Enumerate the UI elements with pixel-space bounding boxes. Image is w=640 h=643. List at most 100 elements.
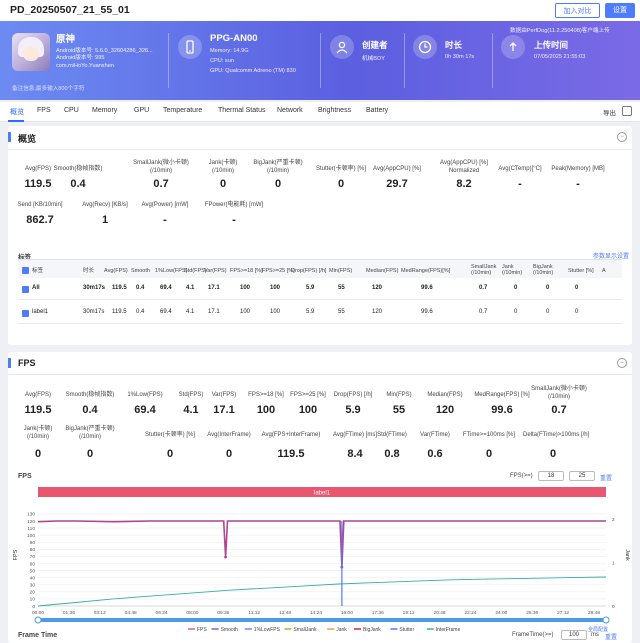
row-checkbox[interactable] xyxy=(22,286,29,293)
column-settings-link[interactable]: 参数显示设置 xyxy=(593,254,630,260)
legend-item[interactable]: Stutter xyxy=(399,627,414,633)
metric-value: 0.8 xyxy=(384,448,400,460)
metric-label: Peak(Memory) [MB] xyxy=(551,166,605,172)
table-cell: All xyxy=(32,285,40,291)
fps-drop-point[interactable] xyxy=(224,555,227,559)
upload-source: 数据由PerfDog(11.2.250408)客户端上传 xyxy=(510,28,610,34)
table-cell: 99.6 xyxy=(421,285,433,291)
duration-label: 时长 xyxy=(445,40,463,50)
metric-label: BigJank(严重卡顿) (/10min) xyxy=(65,426,115,440)
table-header-cell[interactable]: Drop(FPS) [/h] xyxy=(291,268,327,274)
metric-value: 0 xyxy=(337,178,345,190)
range-handle-end[interactable] xyxy=(602,616,610,624)
metric-value: - xyxy=(163,214,167,226)
table-header-cell[interactable]: Stutter [%] xyxy=(568,268,594,274)
legend-item[interactable]: Jank xyxy=(336,627,347,633)
tab-overview[interactable]: 概览 xyxy=(10,109,24,116)
x-tick-label: 08:00 xyxy=(186,610,198,616)
divider xyxy=(8,374,632,375)
fps-reset-button[interactable]: 重置 xyxy=(600,476,613,482)
summary-banner: 原神 Android版本号: 5.6.0_32604286_326... And… xyxy=(0,21,640,100)
metric-label: Std(FTime) xyxy=(377,432,407,438)
table-cell: 0 xyxy=(514,285,518,291)
fps-chart[interactable]: label10102030405060708090100110120130FPS… xyxy=(8,484,632,634)
table-header-cell[interactable]: Smooth xyxy=(131,268,150,274)
table-cell: 69.4 xyxy=(160,285,172,291)
metric-value: - xyxy=(232,214,236,226)
note-input[interactable]: 备注信息,最多输入800个字符 xyxy=(12,86,85,92)
range-handle-start[interactable] xyxy=(34,616,42,624)
tab-brightness[interactable]: Brightness xyxy=(318,107,352,114)
fps-threshold-input-1[interactable]: 18 xyxy=(538,471,564,481)
y-tick-label: 130 xyxy=(27,512,35,518)
right-tick-label: 0 xyxy=(612,604,615,610)
table-header-cell[interactable]: Median(FPS) xyxy=(366,268,399,274)
select-all-checkbox[interactable] xyxy=(22,267,29,274)
global-config-link[interactable]: 全局配置 xyxy=(588,626,608,633)
settings-button[interactable]: 设置 xyxy=(605,3,635,18)
upload-label: 上传时间 xyxy=(534,40,569,50)
table-header-cell[interactable]: SmallJank (/10min) xyxy=(471,264,497,276)
tab-network[interactable]: Network xyxy=(277,107,303,114)
tab-fps[interactable]: FPS xyxy=(37,107,51,114)
legend-item[interactable]: 1%LowFPS xyxy=(254,627,281,633)
tab-temperature[interactable]: Temperature xyxy=(163,107,203,114)
metric-value: 119.5 xyxy=(24,178,52,190)
label-band[interactable] xyxy=(38,487,606,497)
tab-memory[interactable]: Memory xyxy=(92,107,118,114)
metric-label: Avg(CTemp)[°C] xyxy=(498,166,542,172)
table-cell: 100 xyxy=(240,285,251,291)
metric-label: Avg(FPS) xyxy=(25,166,51,172)
table-header-cell[interactable]: Min(FPS) xyxy=(329,268,353,274)
x-tick-label: 17:36 xyxy=(372,610,384,616)
right-axis-label: Jank xyxy=(624,549,630,561)
metric-value: 120 xyxy=(435,404,455,416)
table-cell: 120 xyxy=(372,309,383,315)
frametime-reset-button[interactable]: 重置 xyxy=(605,635,618,641)
x-tick-label: 22:24 xyxy=(464,610,476,616)
series-interframe-line xyxy=(37,576,607,607)
legend-item[interactable]: FPS xyxy=(197,627,207,633)
table-header-cell[interactable]: A xyxy=(602,268,606,274)
add-compare-button[interactable]: 加入对比 xyxy=(555,3,600,18)
metric-label: Avg(AppCPU) [%] Normalized xyxy=(440,160,488,174)
x-tick-label: 19:12 xyxy=(403,610,415,616)
table-header-cell[interactable]: Var(FPS) xyxy=(204,268,227,274)
table-cell: 99.6 xyxy=(421,309,433,315)
collapse-icon[interactable]: − xyxy=(617,132,627,142)
table-header-cell[interactable]: Jank (/10min) xyxy=(502,264,523,276)
range-slider[interactable] xyxy=(38,618,606,622)
legend-item[interactable]: Smooth xyxy=(221,627,238,633)
table-cell: 119.5 xyxy=(112,285,127,291)
table-header-cell[interactable]: 时长 xyxy=(83,268,95,274)
legend-item[interactable]: BigJank xyxy=(363,627,381,633)
section-marker xyxy=(8,358,11,368)
fps-threshold-input-2[interactable]: 25 xyxy=(569,471,595,481)
table-header-cell[interactable]: MedRange(FPS)[%] xyxy=(401,268,451,274)
metric-label: FPS>=18 [%] xyxy=(248,392,284,398)
metric-label: Var(FTime) xyxy=(420,432,450,438)
legend-item[interactable]: InterFrame xyxy=(436,627,461,633)
table-header-cell[interactable]: BigJank (/10min) xyxy=(533,264,554,276)
x-tick-label: 12:48 xyxy=(279,610,291,616)
table-header-cell[interactable]: Avg(FPS) xyxy=(104,268,128,274)
legend-item[interactable]: SmallJank xyxy=(293,627,317,633)
collapse-icon[interactable]: − xyxy=(617,358,627,368)
export-button[interactable]: 导出 xyxy=(603,110,616,117)
table-header-cell[interactable]: FPS>=18 [%] xyxy=(230,268,263,274)
table-cell: 0 xyxy=(514,309,518,315)
table-header-cell[interactable]: 标签 xyxy=(32,268,44,274)
table-header-cell[interactable]: 1%Low(FPS) xyxy=(155,268,188,274)
table-header-cell[interactable]: Std(FPS) xyxy=(184,268,207,274)
frametime-threshold-input[interactable]: 100 xyxy=(561,630,587,640)
metric-label: Median(FPS) xyxy=(427,392,463,398)
row-checkbox[interactable] xyxy=(22,310,29,317)
tab-thermal-status[interactable]: Thermal Status xyxy=(218,107,266,114)
tab-battery[interactable]: Battery xyxy=(366,107,389,114)
y-tick-label: 20 xyxy=(30,590,36,596)
metric-label: SmallJank(微小卡顿) (/10min) xyxy=(531,386,587,400)
tab-gpu[interactable]: GPU xyxy=(134,107,150,114)
table-header-cell[interactable]: FPS>=25 [%] xyxy=(262,268,295,274)
tab-cpu[interactable]: CPU xyxy=(64,107,79,114)
expand-icon[interactable] xyxy=(622,106,632,116)
